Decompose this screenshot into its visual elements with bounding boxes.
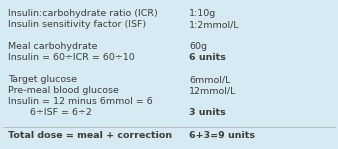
Text: 1:10g: 1:10g: [189, 9, 217, 18]
Text: Total dose = meal + correction: Total dose = meal + correction: [8, 131, 173, 140]
Text: 6mmol/L: 6mmol/L: [189, 75, 231, 84]
Text: Insulin sensitivity factor (ISF): Insulin sensitivity factor (ISF): [8, 20, 147, 29]
Text: Insulin = 60÷ICR = 60÷10: Insulin = 60÷ICR = 60÷10: [8, 53, 135, 62]
Text: 6+3=9 units: 6+3=9 units: [189, 131, 255, 140]
Text: 12mmol/L: 12mmol/L: [189, 86, 237, 95]
Text: 60g: 60g: [189, 42, 207, 51]
Text: Meal carbohydrate: Meal carbohydrate: [8, 42, 98, 51]
Text: 6÷ISF = 6÷2: 6÷ISF = 6÷2: [30, 108, 92, 117]
Text: 6 units: 6 units: [189, 53, 226, 62]
Text: Target glucose: Target glucose: [8, 75, 77, 84]
Text: 3 units: 3 units: [189, 108, 226, 117]
Text: 1:2mmol/L: 1:2mmol/L: [189, 20, 240, 29]
Text: Insulin:carbohydrate ratio (ICR): Insulin:carbohydrate ratio (ICR): [8, 9, 158, 18]
Text: Insulin = 12 minus 6mmol = 6: Insulin = 12 minus 6mmol = 6: [8, 97, 153, 106]
Text: Pre-meal blood glucose: Pre-meal blood glucose: [8, 86, 119, 95]
